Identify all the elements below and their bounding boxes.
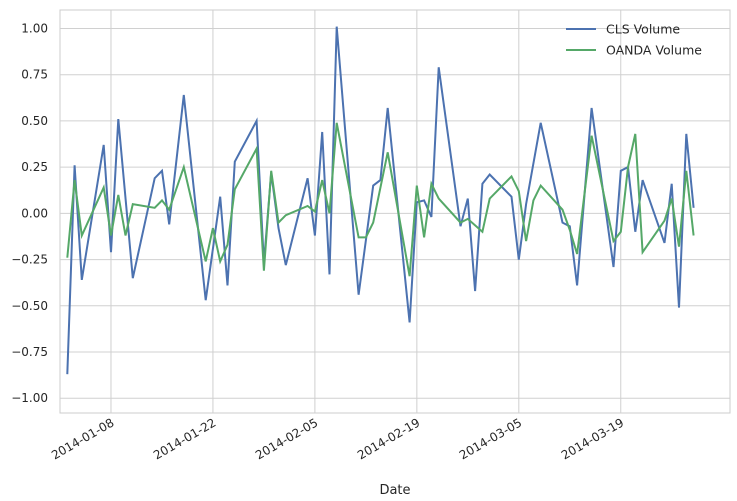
y-tick-label: 0.50 [21,114,48,128]
y-tick-label: −0.50 [11,299,48,313]
y-tick-label: −0.25 [11,253,48,267]
x-tick-label: 2014-03-05 [457,415,524,462]
legend-label-1: OANDA Volume [606,43,702,58]
x-axis: 2014-01-08 2014-01-22 2014-02-05 2014-02-19… [49,415,626,462]
x-tick-label: 2014-01-22 [151,415,218,462]
legend-label-0: CLS Volume [606,22,680,37]
y-tick-label: 1.00 [21,21,48,35]
plot-area [59,9,731,414]
series-line-0 [66,26,695,375]
y-tick-label: −0.75 [11,345,48,359]
y-tick-label: 0.25 [21,160,48,174]
x-tick-label: 2014-02-05 [253,415,320,462]
series-lines [66,26,695,375]
x-tick-label: 2014-03-19 [559,415,626,462]
legend: CLS Volume OANDA Volume [566,22,702,58]
y-tick-label: 0.75 [21,68,48,82]
series-line-1 [66,122,695,277]
y-tick-label: −1.00 [11,391,48,405]
x-axis-title: Date [379,483,410,498]
x-tick-label: 2014-01-08 [49,415,116,462]
y-axis: −1.00 −0.75 −0.50 −0.25 0.00 0.25 0.50 0.75 1.00 [11,21,48,405]
y-tick-label: 0.00 [21,206,48,220]
x-tick-label: 2014-02-19 [355,415,422,462]
